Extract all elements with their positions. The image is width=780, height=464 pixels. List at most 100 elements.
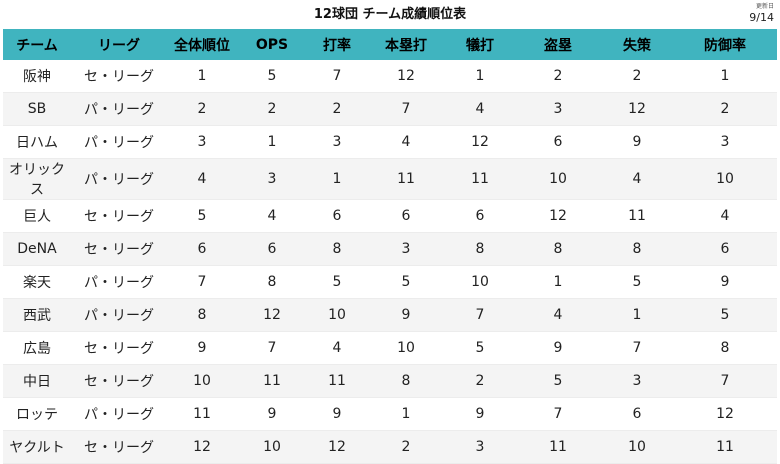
rank-cell: 11 — [367, 158, 445, 200]
league-cell: パ・リーグ — [71, 265, 167, 299]
rank-cell: 2 — [167, 92, 237, 126]
rank-cell: 6 — [167, 232, 237, 266]
rank-cell: 10 — [237, 430, 307, 464]
team-name-cell: ヤクルト — [3, 430, 71, 464]
league-cell: セ・リーグ — [71, 364, 167, 398]
team-name-cell: ロッテ — [3, 397, 71, 431]
rank-cell: 4 — [515, 298, 601, 332]
table-row: SB パ・リーグ 2 2 2 7 4 3 12 2 — [3, 92, 777, 126]
rank-cell: 2 — [601, 60, 673, 93]
rank-cell: 5 — [515, 364, 601, 398]
rank-cell: 7 — [601, 331, 673, 365]
league-cell: パ・リーグ — [71, 298, 167, 332]
rank-cell: 10 — [673, 158, 777, 200]
rank-cell: 10 — [367, 331, 445, 365]
rank-cell: 12 — [601, 92, 673, 126]
rank-cell: 3 — [515, 92, 601, 126]
table-row: 巨人 セ・リーグ 5 4 6 6 6 12 11 4 — [3, 199, 777, 233]
rank-cell: 5 — [601, 265, 673, 299]
rank-cell: 12 — [367, 60, 445, 93]
rank-cell: 2 — [307, 92, 367, 126]
column-header: 防御率 — [673, 29, 777, 60]
rank-cell: 8 — [307, 232, 367, 266]
page-title: 12球団 チーム成績順位表 — [313, 7, 467, 22]
rank-cell: 2 — [445, 364, 515, 398]
rank-cell: 8 — [515, 232, 601, 266]
rank-cell: 4 — [445, 92, 515, 126]
column-header: OPS — [237, 29, 307, 60]
rank-cell: 4 — [237, 199, 307, 233]
rank-cell: 9 — [445, 397, 515, 431]
updated-date: 9/14 — [749, 11, 774, 24]
table-row: 中日 セ・リーグ 10 11 11 8 2 5 3 7 — [3, 364, 777, 398]
table-row: 西武 パ・リーグ 8 12 10 9 7 4 1 5 — [3, 298, 777, 332]
rank-cell: 5 — [237, 60, 307, 93]
rank-cell: 1 — [673, 60, 777, 93]
rank-cell: 8 — [367, 364, 445, 398]
rank-cell: 5 — [307, 265, 367, 299]
updated-info: 更新日 9/14 — [749, 3, 774, 24]
rank-cell: 1 — [367, 397, 445, 431]
rank-cell: 9 — [515, 331, 601, 365]
rank-cell: 11 — [515, 430, 601, 464]
rank-cell: 11 — [673, 430, 777, 464]
rank-cell: 5 — [673, 298, 777, 332]
table-row: DeNA セ・リーグ 6 6 8 3 8 8 8 6 — [3, 232, 777, 266]
rank-cell: 5 — [445, 331, 515, 365]
rank-cell: 2 — [367, 430, 445, 464]
rank-cell: 7 — [167, 265, 237, 299]
league-cell: セ・リーグ — [71, 60, 167, 93]
rank-cell: 1 — [601, 298, 673, 332]
rank-cell: 1 — [445, 60, 515, 93]
rank-cell: 7 — [673, 364, 777, 398]
column-header: 打率 — [307, 29, 367, 60]
table-row: ヤクルト セ・リーグ 12 10 12 2 3 11 10 11 — [3, 430, 777, 464]
rank-cell: 4 — [167, 158, 237, 200]
rank-cell: 6 — [515, 125, 601, 159]
rank-cell: 8 — [167, 298, 237, 332]
rank-cell: 4 — [673, 199, 777, 233]
rank-cell: 6 — [307, 199, 367, 233]
rank-cell: 3 — [167, 125, 237, 159]
rank-cell: 11 — [167, 397, 237, 431]
rank-cell: 7 — [515, 397, 601, 431]
column-header: チーム — [3, 29, 71, 60]
rank-cell: 9 — [237, 397, 307, 431]
rank-cell: 1 — [307, 158, 367, 200]
rank-cell: 8 — [673, 331, 777, 365]
rank-cell: 3 — [445, 430, 515, 464]
rank-cell: 6 — [673, 232, 777, 266]
rank-cell: 10 — [307, 298, 367, 332]
team-name-cell: 西武 — [3, 298, 71, 332]
league-cell: セ・リーグ — [71, 331, 167, 365]
rank-cell: 6 — [367, 199, 445, 233]
rank-cell: 2 — [515, 60, 601, 93]
rank-cell: 5 — [367, 265, 445, 299]
league-cell: セ・リーグ — [71, 199, 167, 233]
rank-cell: 7 — [445, 298, 515, 332]
rank-cell: 3 — [307, 125, 367, 159]
rank-cell: 3 — [673, 125, 777, 159]
column-header: リーグ — [71, 29, 167, 60]
column-header: 全体順位 — [167, 29, 237, 60]
rank-cell: 9 — [167, 331, 237, 365]
column-header: 盗塁 — [515, 29, 601, 60]
rank-cell: 11 — [601, 199, 673, 233]
rank-cell: 3 — [601, 364, 673, 398]
rank-cell: 7 — [237, 331, 307, 365]
league-cell: パ・リーグ — [71, 397, 167, 431]
rank-cell: 9 — [307, 397, 367, 431]
rank-cell: 1 — [515, 265, 601, 299]
rank-cell: 10 — [167, 364, 237, 398]
rank-cell: 12 — [237, 298, 307, 332]
rank-cell: 6 — [445, 199, 515, 233]
rank-cell: 1 — [167, 60, 237, 93]
team-name-cell: 中日 — [3, 364, 71, 398]
rank-cell: 6 — [601, 397, 673, 431]
rank-cell: 11 — [445, 158, 515, 200]
table-row: ロッテ パ・リーグ 11 9 9 1 9 7 6 12 — [3, 397, 777, 431]
league-cell: セ・リーグ — [71, 232, 167, 266]
team-name-cell: オリックス — [3, 158, 71, 200]
league-cell: パ・リーグ — [71, 92, 167, 126]
rank-cell: 7 — [307, 60, 367, 93]
